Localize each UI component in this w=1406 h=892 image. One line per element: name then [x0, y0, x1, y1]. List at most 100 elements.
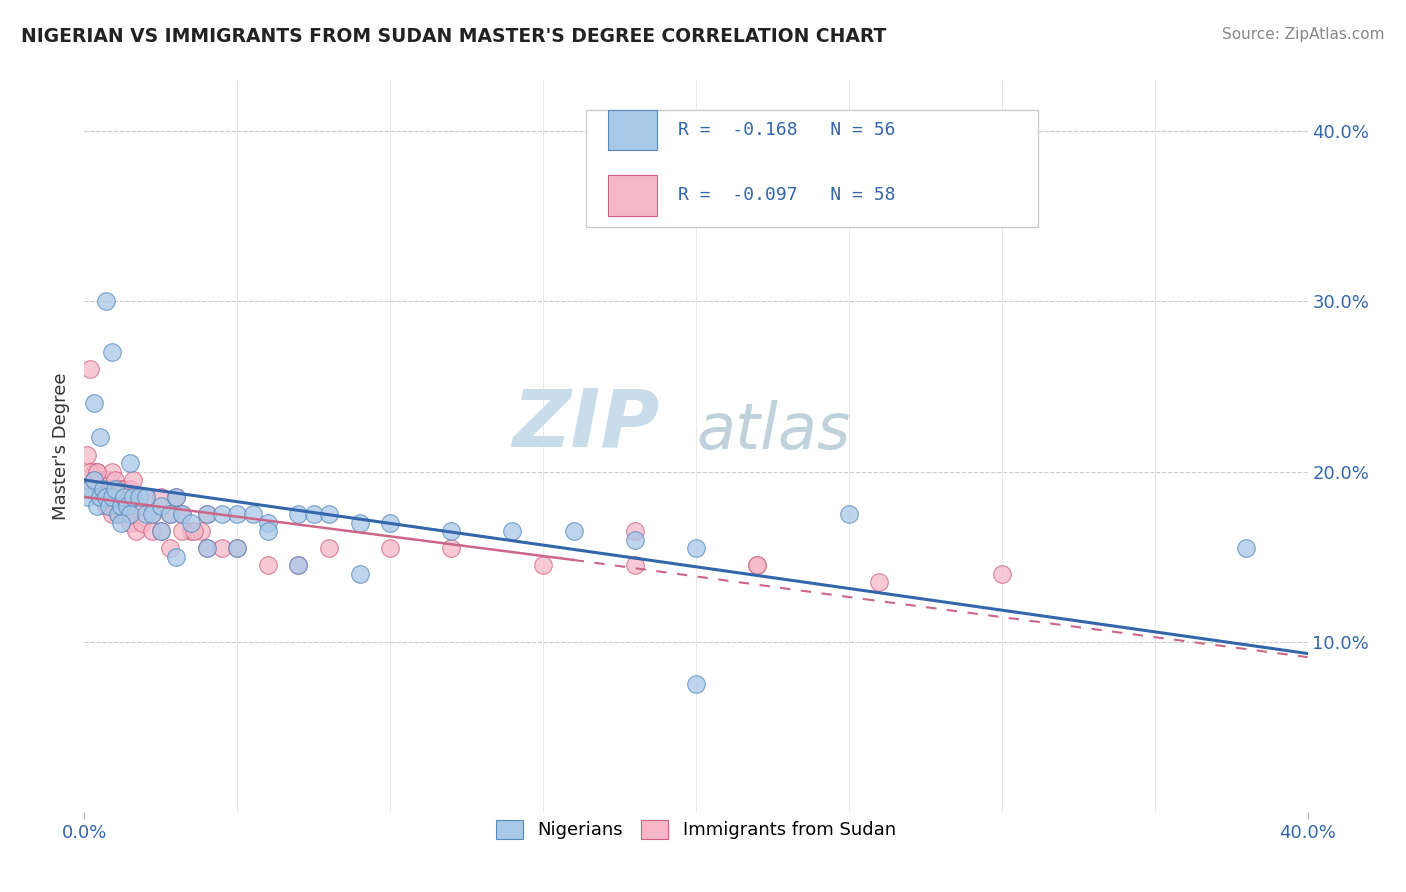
Point: [195, 507, 218, 521]
Point: [195, 541, 218, 555]
Point: [107, 507, 129, 521]
Point: [195, 507, 218, 521]
Point: [89, 430, 111, 444]
Point: [76, 448, 98, 462]
Point: [226, 541, 249, 555]
Point: [104, 482, 127, 496]
Point: [94, 473, 117, 487]
Point: [89, 490, 111, 504]
FancyBboxPatch shape: [607, 176, 657, 216]
Point: [86, 499, 108, 513]
Point: [94, 490, 117, 504]
Point: [685, 541, 707, 555]
Y-axis label: Master's Degree: Master's Degree: [52, 372, 70, 520]
Point: [135, 490, 157, 504]
Point: [89, 482, 111, 496]
Point: [257, 558, 280, 572]
Point: [83, 396, 105, 410]
Point: [318, 507, 340, 521]
Point: [149, 490, 172, 504]
Point: [120, 507, 142, 521]
Point: [79, 362, 101, 376]
Point: [242, 507, 264, 521]
Point: [502, 524, 524, 538]
Point: [747, 558, 769, 572]
Point: [318, 541, 340, 555]
Point: [141, 507, 163, 521]
Point: [97, 473, 120, 487]
Point: [991, 566, 1014, 581]
Point: [120, 516, 142, 530]
FancyBboxPatch shape: [607, 110, 657, 150]
Point: [110, 499, 132, 513]
Point: [110, 482, 132, 496]
Point: [94, 499, 117, 513]
Text: R =  -0.168   N = 56: R = -0.168 N = 56: [678, 120, 896, 138]
Point: [190, 524, 212, 538]
Point: [79, 482, 101, 496]
Point: [97, 499, 120, 513]
Point: [125, 524, 148, 538]
Text: R =  -0.097   N = 58: R = -0.097 N = 58: [678, 186, 896, 204]
Point: [165, 490, 187, 504]
Point: [149, 499, 172, 513]
Point: [79, 465, 101, 479]
Point: [104, 473, 127, 487]
Point: [349, 516, 371, 530]
Point: [440, 541, 463, 555]
Point: [91, 473, 114, 487]
Point: [115, 499, 138, 513]
Point: [159, 507, 181, 521]
FancyBboxPatch shape: [586, 110, 1039, 227]
Point: [76, 490, 98, 504]
Point: [172, 507, 194, 521]
Point: [89, 490, 111, 504]
Point: [747, 558, 769, 572]
Point: [101, 490, 124, 504]
Point: [122, 473, 145, 487]
Point: [115, 490, 138, 504]
Point: [94, 294, 117, 309]
Point: [141, 524, 163, 538]
Point: [110, 516, 132, 530]
Point: [107, 507, 129, 521]
Point: [624, 558, 647, 572]
Point: [86, 465, 108, 479]
Text: NIGERIAN VS IMMIGRANTS FROM SUDAN MASTER'S DEGREE CORRELATION CHART: NIGERIAN VS IMMIGRANTS FROM SUDAN MASTER…: [21, 27, 886, 45]
Point: [159, 507, 181, 521]
Point: [257, 516, 280, 530]
Point: [91, 482, 114, 496]
Point: [380, 516, 402, 530]
Point: [172, 524, 194, 538]
Point: [869, 575, 891, 590]
Point: [149, 524, 172, 538]
Point: [211, 541, 233, 555]
Point: [112, 507, 135, 521]
Point: [120, 482, 142, 496]
Point: [624, 524, 647, 538]
Point: [83, 473, 105, 487]
Point: [112, 490, 135, 504]
Point: [172, 507, 194, 521]
Point: [380, 541, 402, 555]
Point: [128, 490, 150, 504]
Point: [226, 541, 249, 555]
Point: [159, 541, 181, 555]
Point: [287, 507, 309, 521]
Point: [349, 566, 371, 581]
Point: [165, 549, 187, 564]
Point: [180, 516, 202, 530]
Point: [838, 507, 860, 521]
Point: [226, 507, 249, 521]
Point: [287, 558, 309, 572]
Point: [1236, 541, 1258, 555]
Point: [180, 524, 202, 538]
Point: [141, 507, 163, 521]
Point: [128, 499, 150, 513]
Point: [76, 482, 98, 496]
Point: [122, 490, 145, 504]
Point: [107, 490, 129, 504]
Point: [195, 541, 218, 555]
Point: [257, 524, 280, 538]
Point: [531, 558, 554, 572]
